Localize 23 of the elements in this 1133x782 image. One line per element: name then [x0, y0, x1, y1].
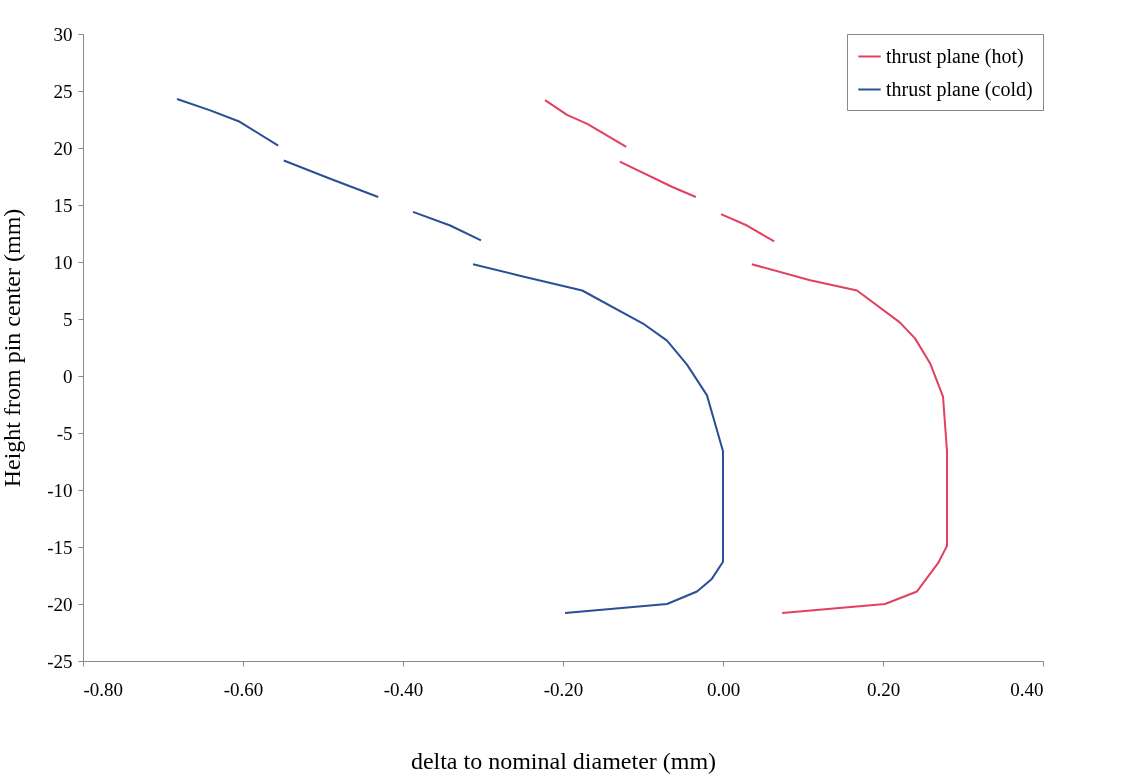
x-tick-label: -0.20 — [543, 678, 584, 700]
y-tick-label: -15 — [47, 536, 73, 558]
x-axis-title: delta to nominal diameter (mm) — [410, 747, 717, 774]
y-tick-label: 15 — [53, 194, 73, 216]
x-tick-label: 0.20 — [866, 678, 901, 700]
y-axis-title: Height from pin center (mm) — [0, 208, 26, 488]
legend-label: thrust plane (hot) — [886, 44, 1024, 68]
x-tick-label: 0.40 — [1010, 678, 1044, 700]
x-tick-label: -0.60 — [223, 678, 264, 700]
y-tick-label: 30 — [53, 23, 73, 45]
x-tick-label: -0.80 — [83, 678, 124, 700]
y-tick-label: 10 — [53, 251, 73, 273]
x-tick-label: -0.40 — [383, 678, 424, 700]
y-tick-label: -25 — [47, 650, 73, 672]
y-tick-label: 25 — [53, 80, 73, 102]
y-tick-label: -5 — [56, 422, 73, 444]
y-tick-label: 0 — [63, 365, 73, 387]
legend-label: thrust plane (cold) — [886, 77, 1033, 101]
y-tick-label: 5 — [63, 308, 73, 330]
y-tick-label: -10 — [47, 479, 73, 501]
x-tick-label: 0.00 — [706, 678, 741, 700]
y-tick-label: 20 — [53, 137, 73, 159]
y-tick-label: -20 — [47, 593, 73, 615]
